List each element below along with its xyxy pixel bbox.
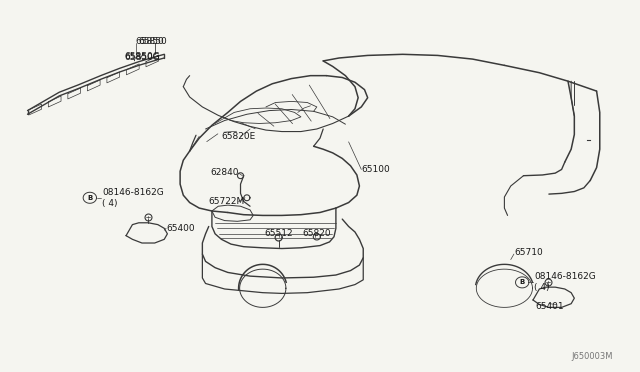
Text: 65710: 65710 — [514, 248, 543, 257]
Text: 65400: 65400 — [166, 224, 195, 233]
Text: 65850G: 65850G — [124, 54, 160, 62]
Text: 08146-8162G
( 4): 08146-8162G ( 4) — [102, 188, 164, 208]
Text: 65850: 65850 — [136, 37, 164, 46]
Text: 65850: 65850 — [139, 37, 168, 46]
Text: 65820: 65820 — [302, 228, 331, 238]
Text: 65401: 65401 — [535, 302, 564, 311]
Text: J650003M: J650003M — [571, 352, 612, 361]
Text: 62840: 62840 — [211, 168, 239, 177]
Text: 65722M: 65722M — [209, 197, 245, 206]
Text: 65820E: 65820E — [221, 132, 256, 141]
Text: 65100: 65100 — [362, 165, 390, 174]
Text: 08146-8162G
( 4): 08146-8162G ( 4) — [534, 272, 596, 292]
Text: B: B — [87, 195, 92, 201]
Text: B: B — [520, 279, 525, 285]
Text: 65512: 65512 — [264, 228, 292, 238]
Text: 65850G: 65850G — [125, 52, 161, 61]
